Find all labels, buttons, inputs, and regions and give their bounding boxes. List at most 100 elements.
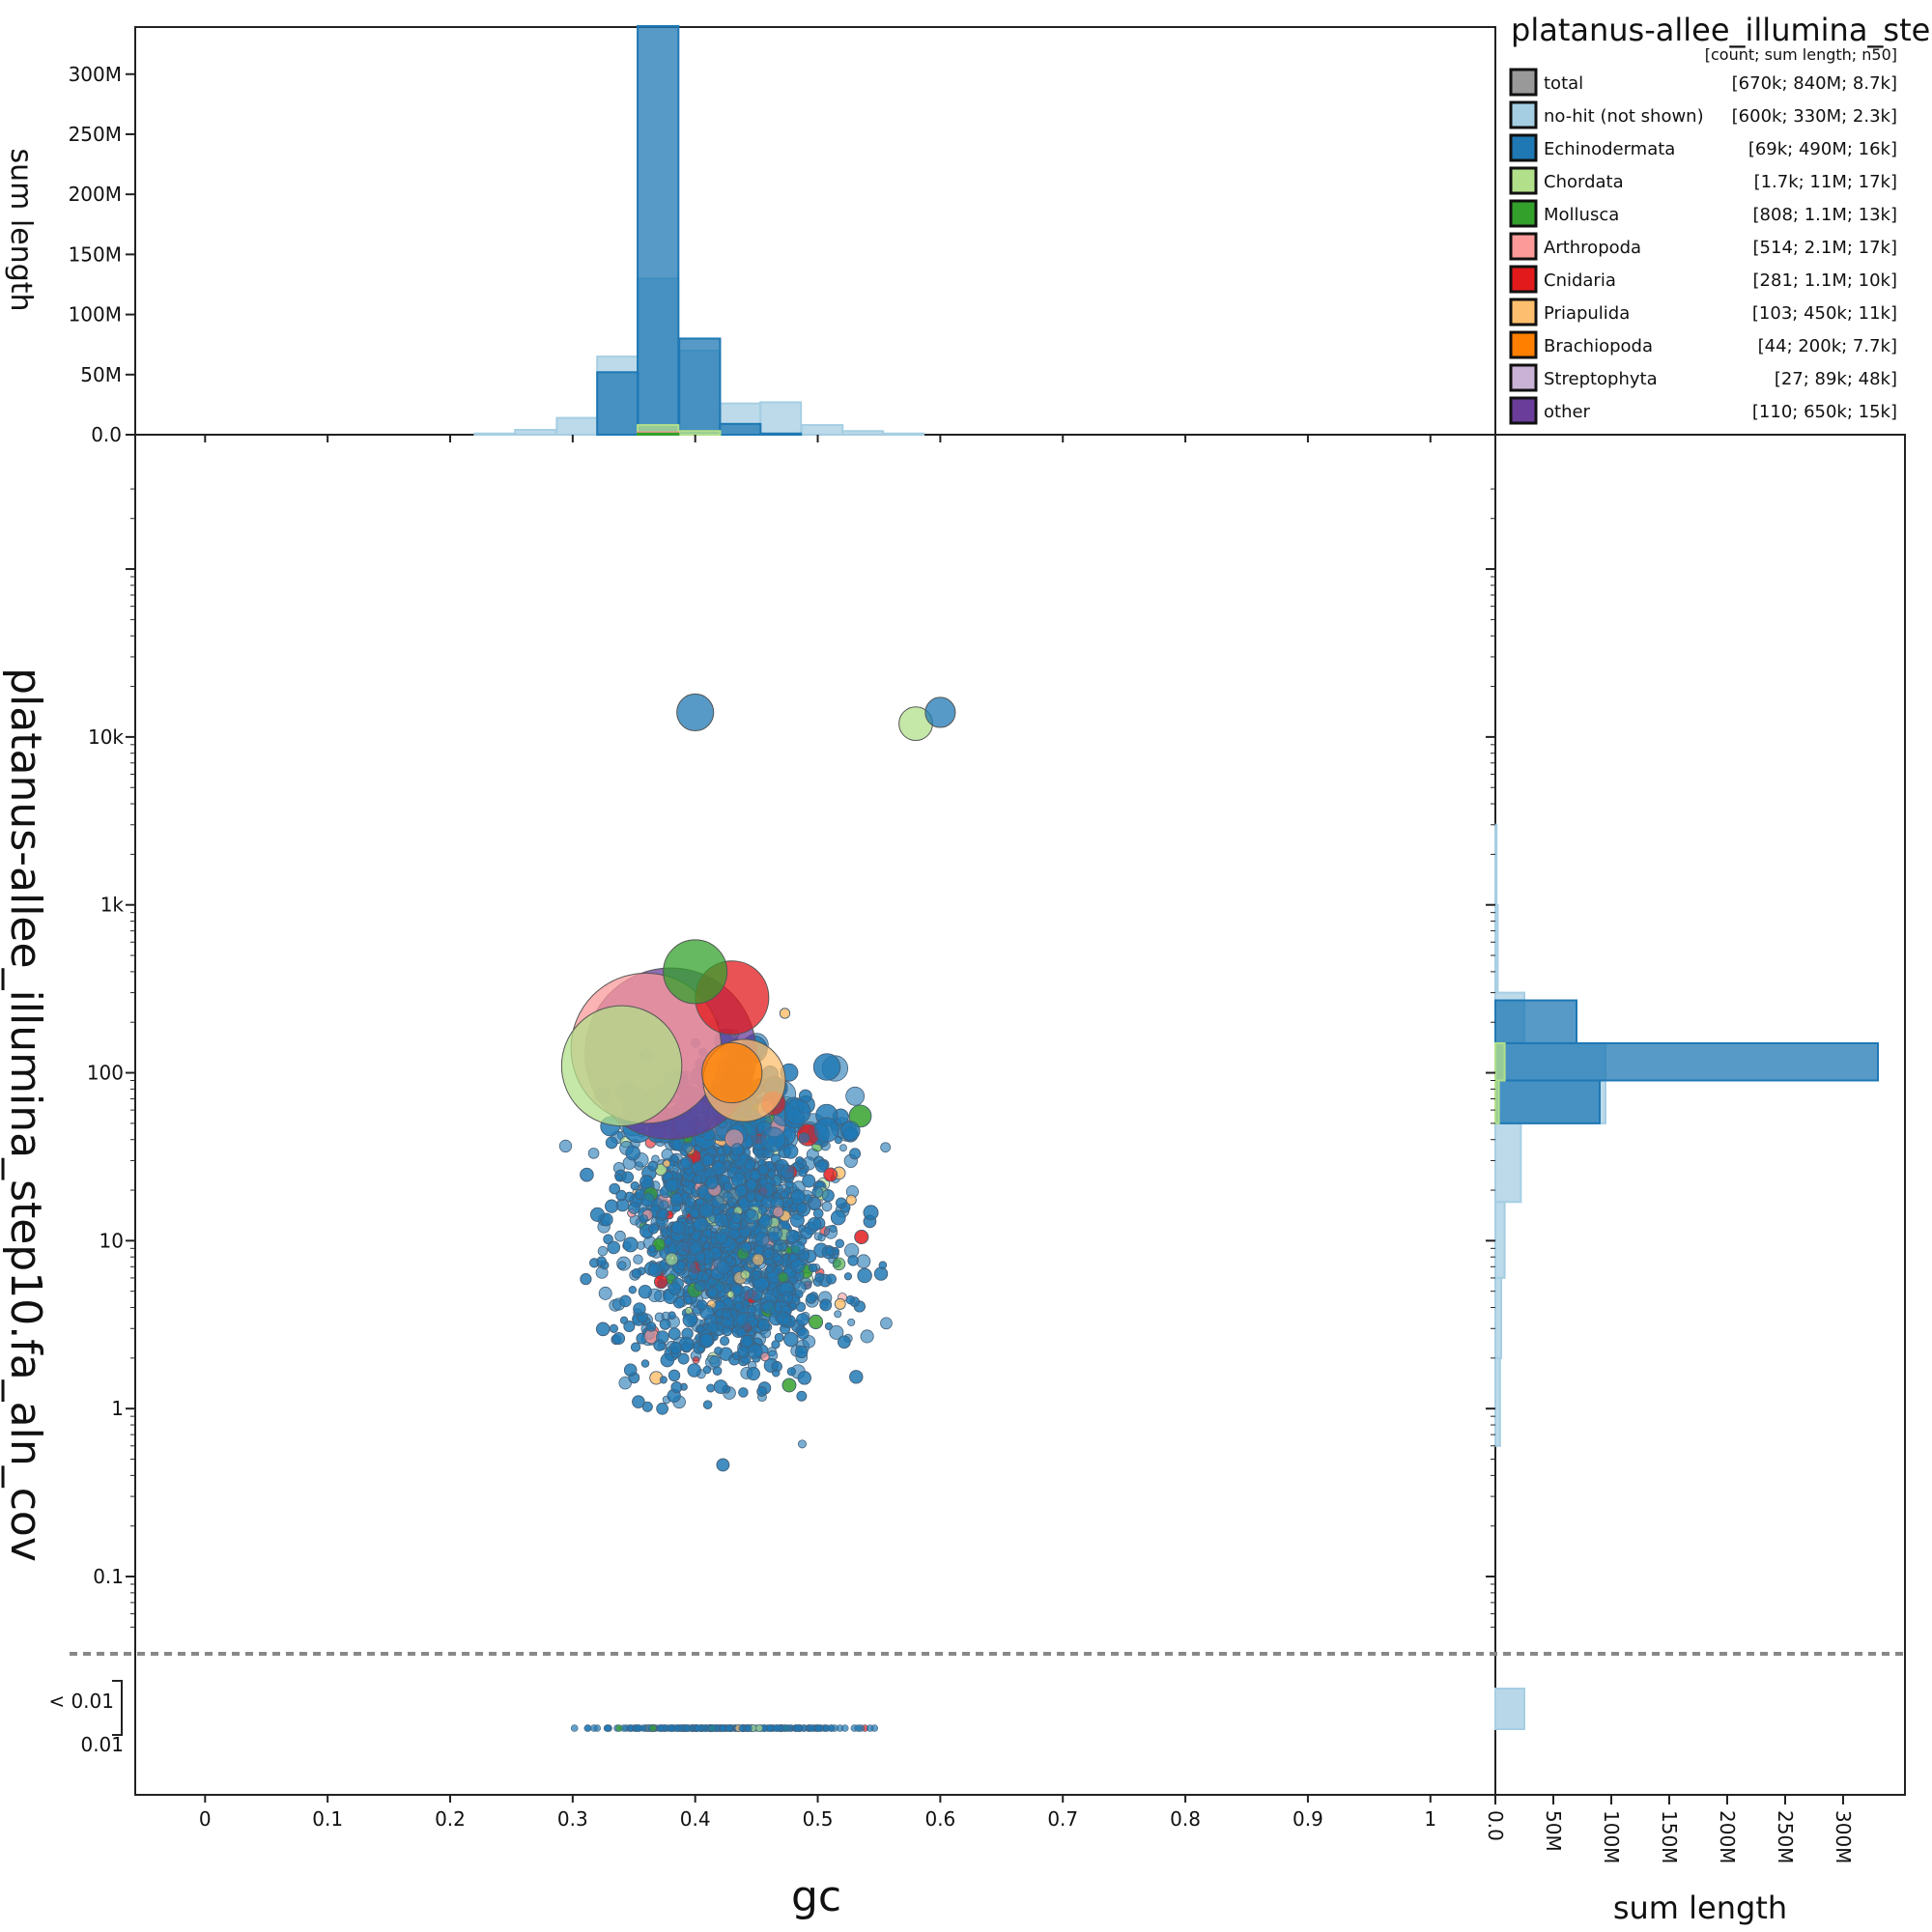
- cov-hist-bar: [1494, 1201, 1506, 1279]
- below-threshold-point: [708, 1724, 717, 1732]
- contig-point: [795, 1301, 807, 1312]
- contig-point: [670, 1220, 686, 1236]
- contig-point: [740, 1269, 751, 1280]
- contig-point: [823, 1167, 838, 1182]
- below-threshold-point: [694, 1724, 702, 1732]
- contig-point: [647, 1160, 659, 1172]
- contig-point: [781, 1292, 794, 1304]
- contig-point: [845, 1295, 856, 1305]
- contig-point: [840, 1121, 861, 1141]
- contig-point: [689, 1208, 700, 1218]
- contig-point: [660, 1352, 675, 1368]
- below-threshold-point: [781, 1724, 790, 1732]
- contig-point: [784, 1098, 811, 1125]
- contig-point: [663, 1159, 671, 1168]
- contig-point: [797, 1327, 810, 1340]
- contig-point: [849, 1148, 861, 1160]
- contig-point: [664, 1178, 679, 1193]
- contig-point: [789, 1276, 798, 1285]
- right-hist-x-tick-label: 150M: [1658, 1810, 1681, 1863]
- below-threshold-point: [808, 1724, 816, 1732]
- legend-swatch: [1509, 265, 1538, 294]
- contig-point: [622, 1236, 639, 1253]
- contig-point: [647, 1262, 663, 1278]
- cov-hist-bar: [1494, 999, 1577, 1044]
- below-threshold-point: [635, 1724, 643, 1732]
- below-threshold-label: < 0.01: [48, 1690, 114, 1713]
- contig-point: [619, 1294, 632, 1308]
- contig-point: [640, 1192, 655, 1208]
- contig-point: [838, 1335, 851, 1350]
- contig-point: [721, 1308, 732, 1320]
- contig-point: [706, 1383, 716, 1393]
- contig-point: [757, 1164, 769, 1176]
- contig-point: [681, 1142, 694, 1153]
- contig-point: [659, 1319, 671, 1330]
- contig-point: [821, 1189, 835, 1203]
- contig-point: [654, 1274, 668, 1290]
- legend-entry-name: no-hit (not shown): [1544, 106, 1704, 127]
- contig-point: [665, 1252, 679, 1266]
- contig-point: [683, 1295, 694, 1305]
- contig-point: [609, 1182, 620, 1195]
- contig-point: [880, 1317, 893, 1330]
- contig-point: [848, 1104, 872, 1128]
- contig-point: [630, 1181, 639, 1191]
- contig-point: [645, 1321, 657, 1332]
- contig-point: [607, 1240, 621, 1255]
- contig-point: [808, 1314, 824, 1329]
- below-threshold-bracket: [112, 1680, 123, 1736]
- contig-point: [757, 1206, 768, 1215]
- contig-point: [812, 1208, 824, 1219]
- contig-point: [633, 1302, 646, 1316]
- legend-entry-stats: [670k; 840M; 8.7k]: [1732, 73, 1897, 94]
- contig-point: [834, 1297, 846, 1310]
- x-tick-label: 0.5: [803, 1807, 834, 1831]
- contig-point: [715, 1316, 724, 1324]
- contig-point: [596, 1321, 611, 1337]
- contig-point: [788, 1253, 798, 1263]
- right-hist-x-tick-label: 250M: [1774, 1810, 1797, 1863]
- gc-hist-bar: [514, 429, 557, 436]
- contig-point: [802, 1174, 816, 1188]
- legend-entry-name: total: [1544, 73, 1583, 94]
- contig-point: [654, 1312, 665, 1322]
- contig-point: [668, 1327, 681, 1341]
- legend-entry-name: other: [1544, 402, 1591, 422]
- contig-point: [757, 1319, 771, 1331]
- contig-point: [798, 1167, 808, 1178]
- y-tick-label: 100: [87, 1062, 124, 1085]
- gc-hist-bar: [801, 424, 844, 436]
- contig-point: [740, 1241, 752, 1253]
- contig-point: [596, 1256, 607, 1267]
- contig-point: [734, 1184, 748, 1198]
- contig-point: [757, 1213, 773, 1229]
- contig-point: [647, 1223, 659, 1235]
- contig-point: [753, 1276, 770, 1293]
- contig-point: [743, 1208, 759, 1225]
- x-axis-title: gc: [791, 1872, 841, 1921]
- contig-point: [781, 1190, 790, 1200]
- contig-point: [731, 1173, 746, 1188]
- contig-point: [722, 1325, 732, 1337]
- contig-point: [706, 1286, 719, 1298]
- contig-point: [760, 1351, 770, 1362]
- contig-point: [878, 1261, 888, 1269]
- contig-point: [633, 1254, 643, 1264]
- contig-point: [747, 1343, 763, 1359]
- contig-point: [808, 1263, 818, 1273]
- contig-point: [736, 1327, 747, 1338]
- contig-point: [664, 1236, 673, 1247]
- contig-point: [693, 1174, 703, 1184]
- contig-point: [669, 1342, 682, 1354]
- right-hist-x-title: sum length: [1613, 1889, 1787, 1926]
- cov-hist-bar: [1494, 1079, 1601, 1124]
- contig-point: [694, 1280, 706, 1293]
- contig-point: [716, 1147, 725, 1156]
- contig-point: [824, 1246, 835, 1257]
- contig-point: [712, 1366, 723, 1376]
- legend-swatch: [1509, 330, 1538, 359]
- contig-point: [712, 1206, 722, 1215]
- gc-histogram: [473, 25, 925, 437]
- contig-point: [746, 1367, 760, 1381]
